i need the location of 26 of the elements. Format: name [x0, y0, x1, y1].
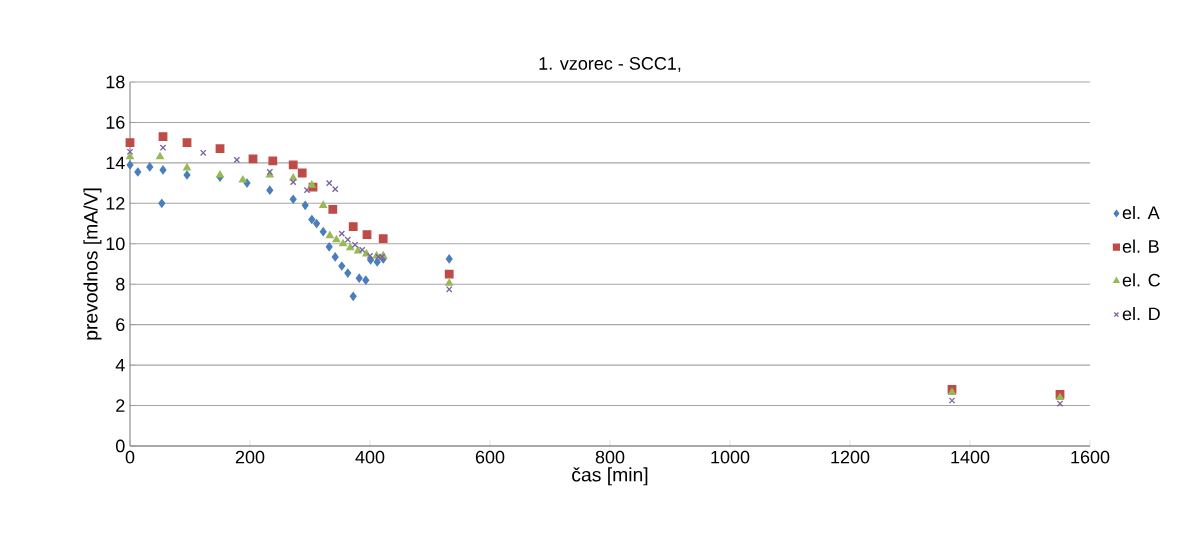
x-tick-label: 400: [355, 450, 385, 464]
y-tick-label: 12: [106, 197, 125, 210]
legend-label: el. D: [1122, 307, 1160, 321]
legend-label: el. B: [1122, 239, 1159, 253]
legend-label: el. A: [1122, 205, 1160, 220]
x-tick-label: 1000: [711, 450, 750, 464]
y-tick-label: 14: [106, 156, 125, 170]
y-tick-label: 2: [116, 399, 125, 412]
x-tick-label: 600: [475, 450, 505, 464]
y-tick-label: 6: [116, 318, 125, 332]
y-tick-label: 10: [106, 237, 125, 251]
x-tick-label: 1600: [1071, 450, 1110, 464]
x-tick-label: 1400: [951, 450, 990, 464]
y-tick-label: 18: [106, 75, 125, 89]
legend-label: el. C: [1122, 273, 1160, 287]
x-tick-label: 800: [595, 450, 625, 464]
y-tick-label: 0: [116, 439, 125, 453]
y-tick-label: 8: [116, 277, 125, 291]
y-tick-label: 16: [106, 116, 125, 129]
x-tick-label: 0: [125, 450, 135, 464]
y-tick-label: 4: [115, 358, 125, 372]
x-tick-label: 1200: [831, 450, 870, 464]
x-axis-title: čas [min]: [572, 467, 648, 486]
chart-title: 1. vzorec - SCC1,: [539, 57, 681, 72]
x-tick-label: 200: [235, 450, 265, 464]
y-axis-title: prevodnos [mA/V]: [83, 188, 102, 340]
